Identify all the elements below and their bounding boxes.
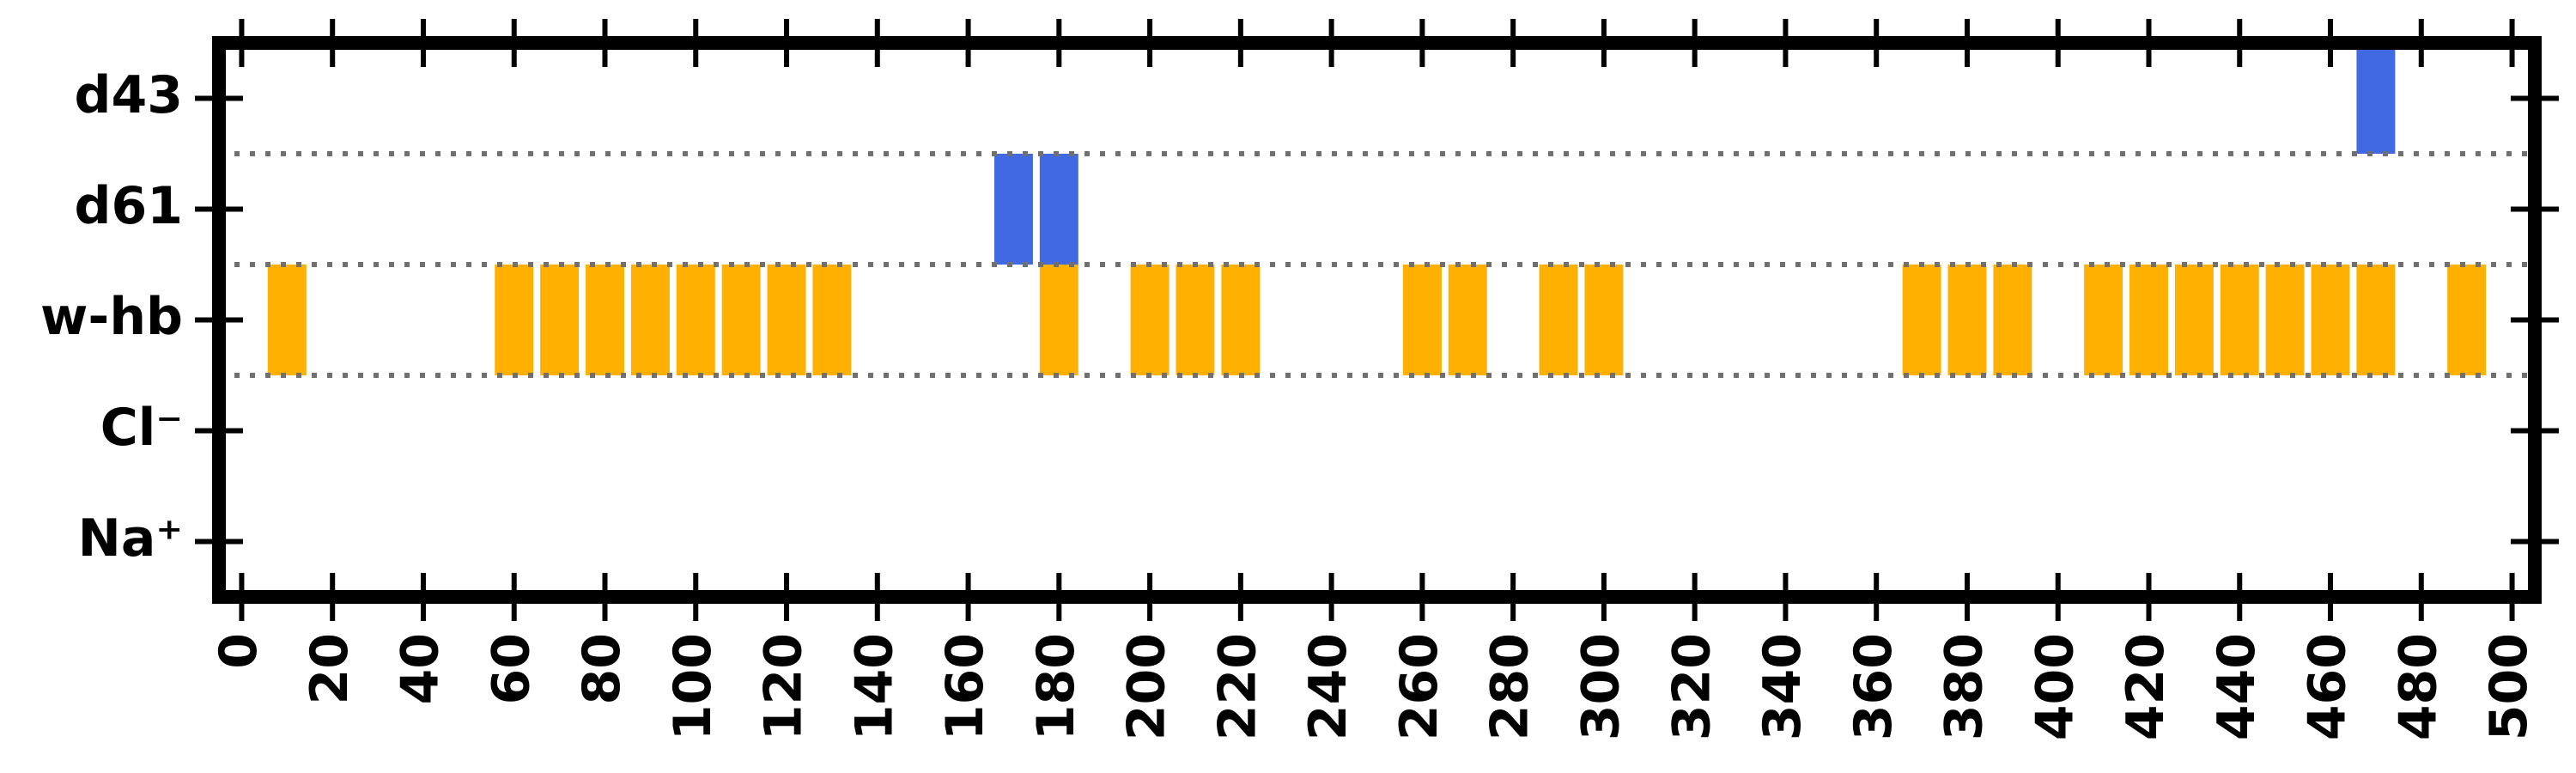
xtick-label-4: 80	[572, 633, 632, 705]
bar-s0-11	[1176, 265, 1215, 375]
xtick-label-24: 480	[2388, 633, 2448, 740]
xtick-label-18: 360	[1844, 633, 1904, 740]
bar-s0-26	[2356, 265, 2396, 375]
xtick-label-17: 340	[1753, 633, 1813, 740]
xtick-label-14: 280	[1480, 633, 1540, 740]
bar-s0-20	[2084, 265, 2123, 375]
ytick-label-3: d61	[75, 176, 183, 236]
bar-s1-0	[993, 154, 1033, 265]
plot-frame	[212, 36, 2542, 604]
bar-s0-6	[721, 265, 761, 375]
xtick-label-10: 200	[1117, 633, 1177, 740]
xtick-label-8: 160	[935, 633, 995, 740]
xtick-label-9: 180	[1026, 633, 1086, 740]
bar-s1-1	[1039, 154, 1078, 265]
ytick-label-1: Cl⁻	[100, 398, 183, 458]
bar-s0-0	[267, 265, 307, 375]
bar-s0-23	[2220, 265, 2259, 375]
bar-s0-3	[586, 265, 624, 375]
bar-s0-25	[2311, 265, 2350, 375]
bar-s0-22	[2174, 265, 2214, 375]
bar-s0-15	[1539, 265, 1578, 375]
xtick-label-2: 40	[391, 633, 451, 705]
bar-s0-2	[540, 265, 580, 375]
ytick-label-4: d43	[75, 65, 183, 125]
bar-s1-2	[2356, 43, 2396, 154]
xtick-label-11: 220	[1207, 633, 1267, 740]
ytick-label-2: w-hb	[40, 287, 183, 347]
xtick-label-13: 260	[1389, 633, 1449, 740]
xtick-label-6: 120	[754, 633, 814, 740]
bar-s0-18	[1947, 265, 1987, 375]
bar-s0-10	[1130, 265, 1170, 375]
bar-s0-12	[1221, 265, 1261, 375]
bar-s0-13	[1402, 265, 1442, 375]
xtick-label-12: 240	[1298, 633, 1358, 740]
bar-s0-21	[2129, 265, 2168, 375]
xtick-label-21: 420	[2116, 633, 2176, 740]
y-axis: Na⁺ Cl⁻ w-hb d61 d43	[40, 65, 2559, 569]
bar-s0-27	[2447, 265, 2487, 375]
bar-s0-8	[812, 265, 852, 375]
xtick-label-25: 500	[2479, 633, 2539, 740]
ytick-label-0: Na⁺	[78, 508, 183, 569]
bar-s0-14	[1448, 265, 1487, 375]
xtick-label-0: 0	[209, 633, 269, 669]
xtick-label-5: 100	[663, 633, 723, 740]
xtick-label-19: 380	[1935, 633, 1995, 740]
xtick-label-22: 440	[2207, 633, 2267, 740]
xtick-label-3: 60	[481, 633, 541, 705]
bar-s0-4	[630, 265, 670, 375]
xtick-label-7: 140	[844, 633, 904, 740]
bar-s0-7	[767, 265, 806, 375]
bar-s0-17	[1902, 265, 1941, 375]
xtick-label-20: 400	[2025, 633, 2085, 740]
bar-s0-9	[1039, 265, 1078, 375]
bar-s0-24	[2265, 265, 2305, 375]
bar-s0-19	[1993, 265, 2032, 375]
xtick-label-1: 20	[300, 633, 360, 705]
xtick-label-16: 320	[1662, 633, 1722, 740]
bar-s0-5	[676, 265, 715, 375]
bars-layer	[267, 43, 2487, 375]
bar-s0-1	[495, 265, 534, 375]
bar-s0-16	[1584, 265, 1624, 375]
xtick-label-15: 300	[1571, 633, 1631, 740]
xtick-label-23: 460	[2298, 633, 2358, 740]
x-axis: 0 20 40 60 80 100 120 140 160 180 200 220 240 260 280 3…	[209, 19, 2539, 740]
